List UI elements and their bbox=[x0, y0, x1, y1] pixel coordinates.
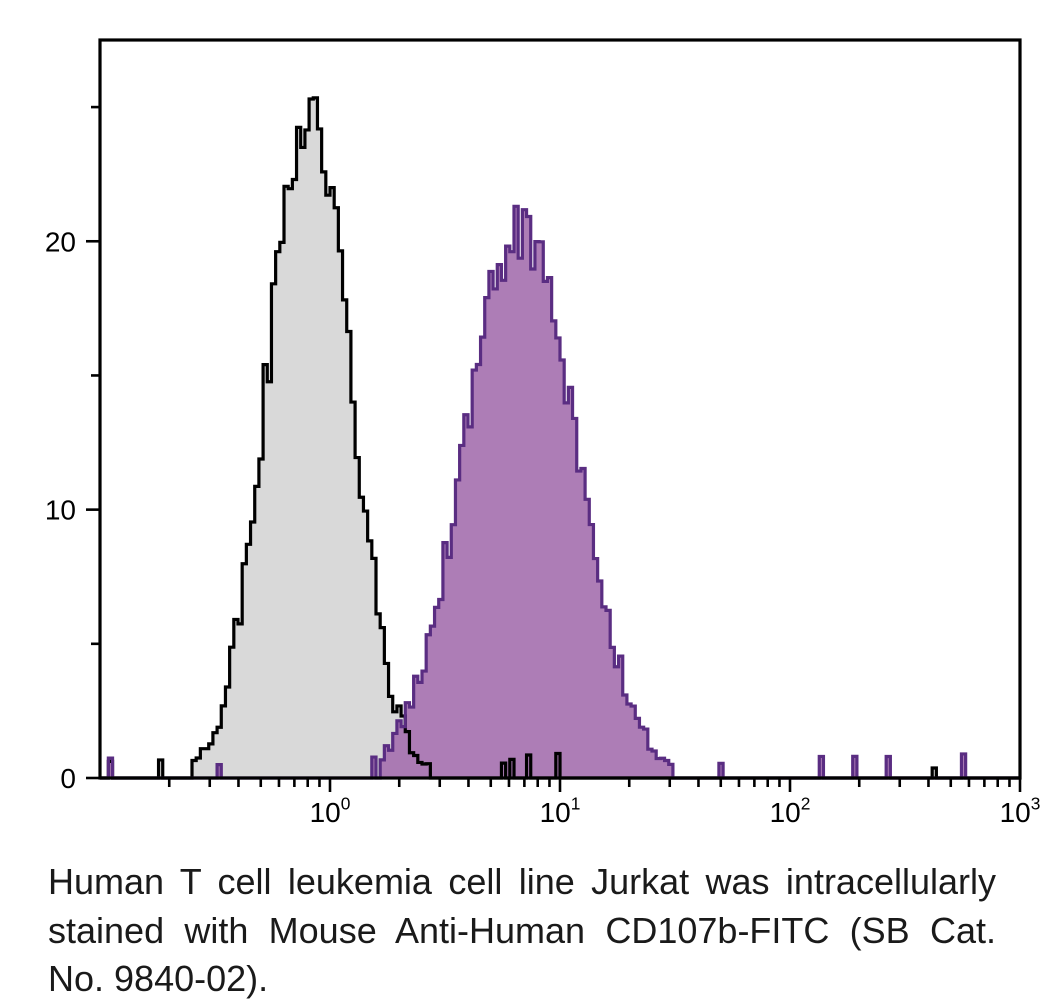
flow-histogram-chart: 0 10 20 100 101 102 103 bbox=[0, 0, 1044, 840]
x-tick-label: 101 bbox=[540, 793, 581, 828]
y-tick-label: 10 bbox=[45, 495, 76, 526]
x-tick-label: 100 bbox=[310, 793, 351, 828]
x-tick-label: 102 bbox=[770, 793, 811, 828]
y-tick-label: 20 bbox=[45, 226, 76, 257]
x-tick-label: 103 bbox=[1000, 793, 1041, 828]
y-tick-label: 0 bbox=[60, 763, 76, 794]
figure-caption: Human T cell leukemia cell line Jurkat w… bbox=[48, 858, 996, 1004]
page: 01020100101102103 Human T cell leukemia … bbox=[0, 0, 1044, 991]
